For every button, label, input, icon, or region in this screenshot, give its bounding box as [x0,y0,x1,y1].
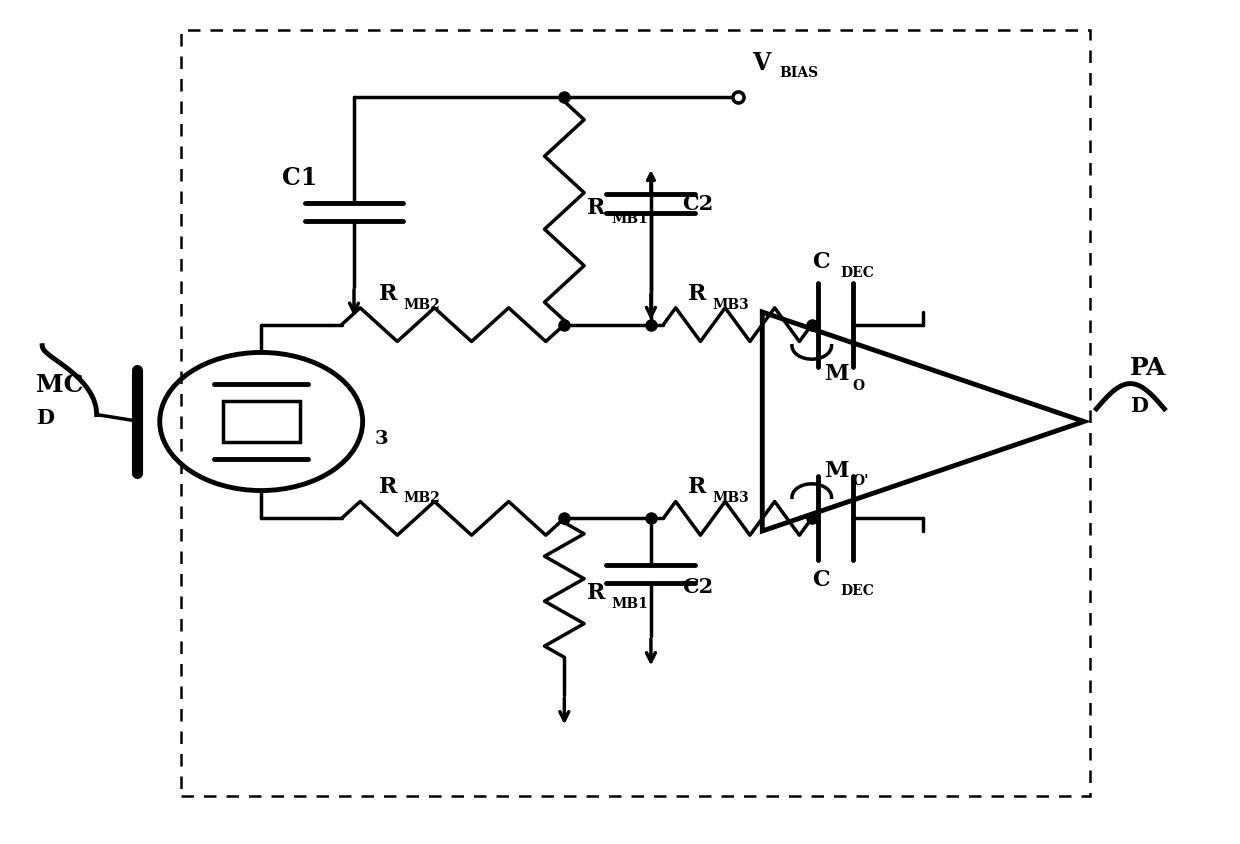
Text: C: C [812,568,830,590]
Text: PA: PA [1130,355,1166,379]
Text: R: R [688,282,707,305]
Bar [223,402,300,442]
Text: DEC: DEC [841,583,874,598]
Text: D: D [36,408,55,428]
Text: MB3: MB3 [713,297,749,311]
Text: R: R [378,476,397,498]
Text: 3: 3 [374,430,388,448]
Text: M: M [825,459,848,481]
Text: R: R [378,282,397,305]
Text: R: R [587,197,605,219]
Text: R: R [587,581,605,603]
Text: MC: MC [36,372,83,396]
Text: MB1: MB1 [611,596,649,610]
Text: O': O' [853,473,869,488]
Text: C1: C1 [283,166,317,190]
Text: O: O [853,379,864,392]
Bar [181,31,1090,797]
Text: MB2: MB2 [403,297,440,311]
Text: M: M [825,363,848,385]
Text: MB3: MB3 [713,490,749,505]
Text: D: D [1130,395,1148,415]
Text: C2: C2 [682,576,713,596]
Text: BIAS: BIAS [780,66,818,80]
Text: R: R [688,476,707,498]
Text: DEC: DEC [841,266,874,280]
Text: C: C [812,252,830,273]
Text: C2: C2 [682,193,713,214]
Text: V: V [753,51,770,75]
Text: MB2: MB2 [403,490,440,505]
Text: MB1: MB1 [611,212,649,225]
